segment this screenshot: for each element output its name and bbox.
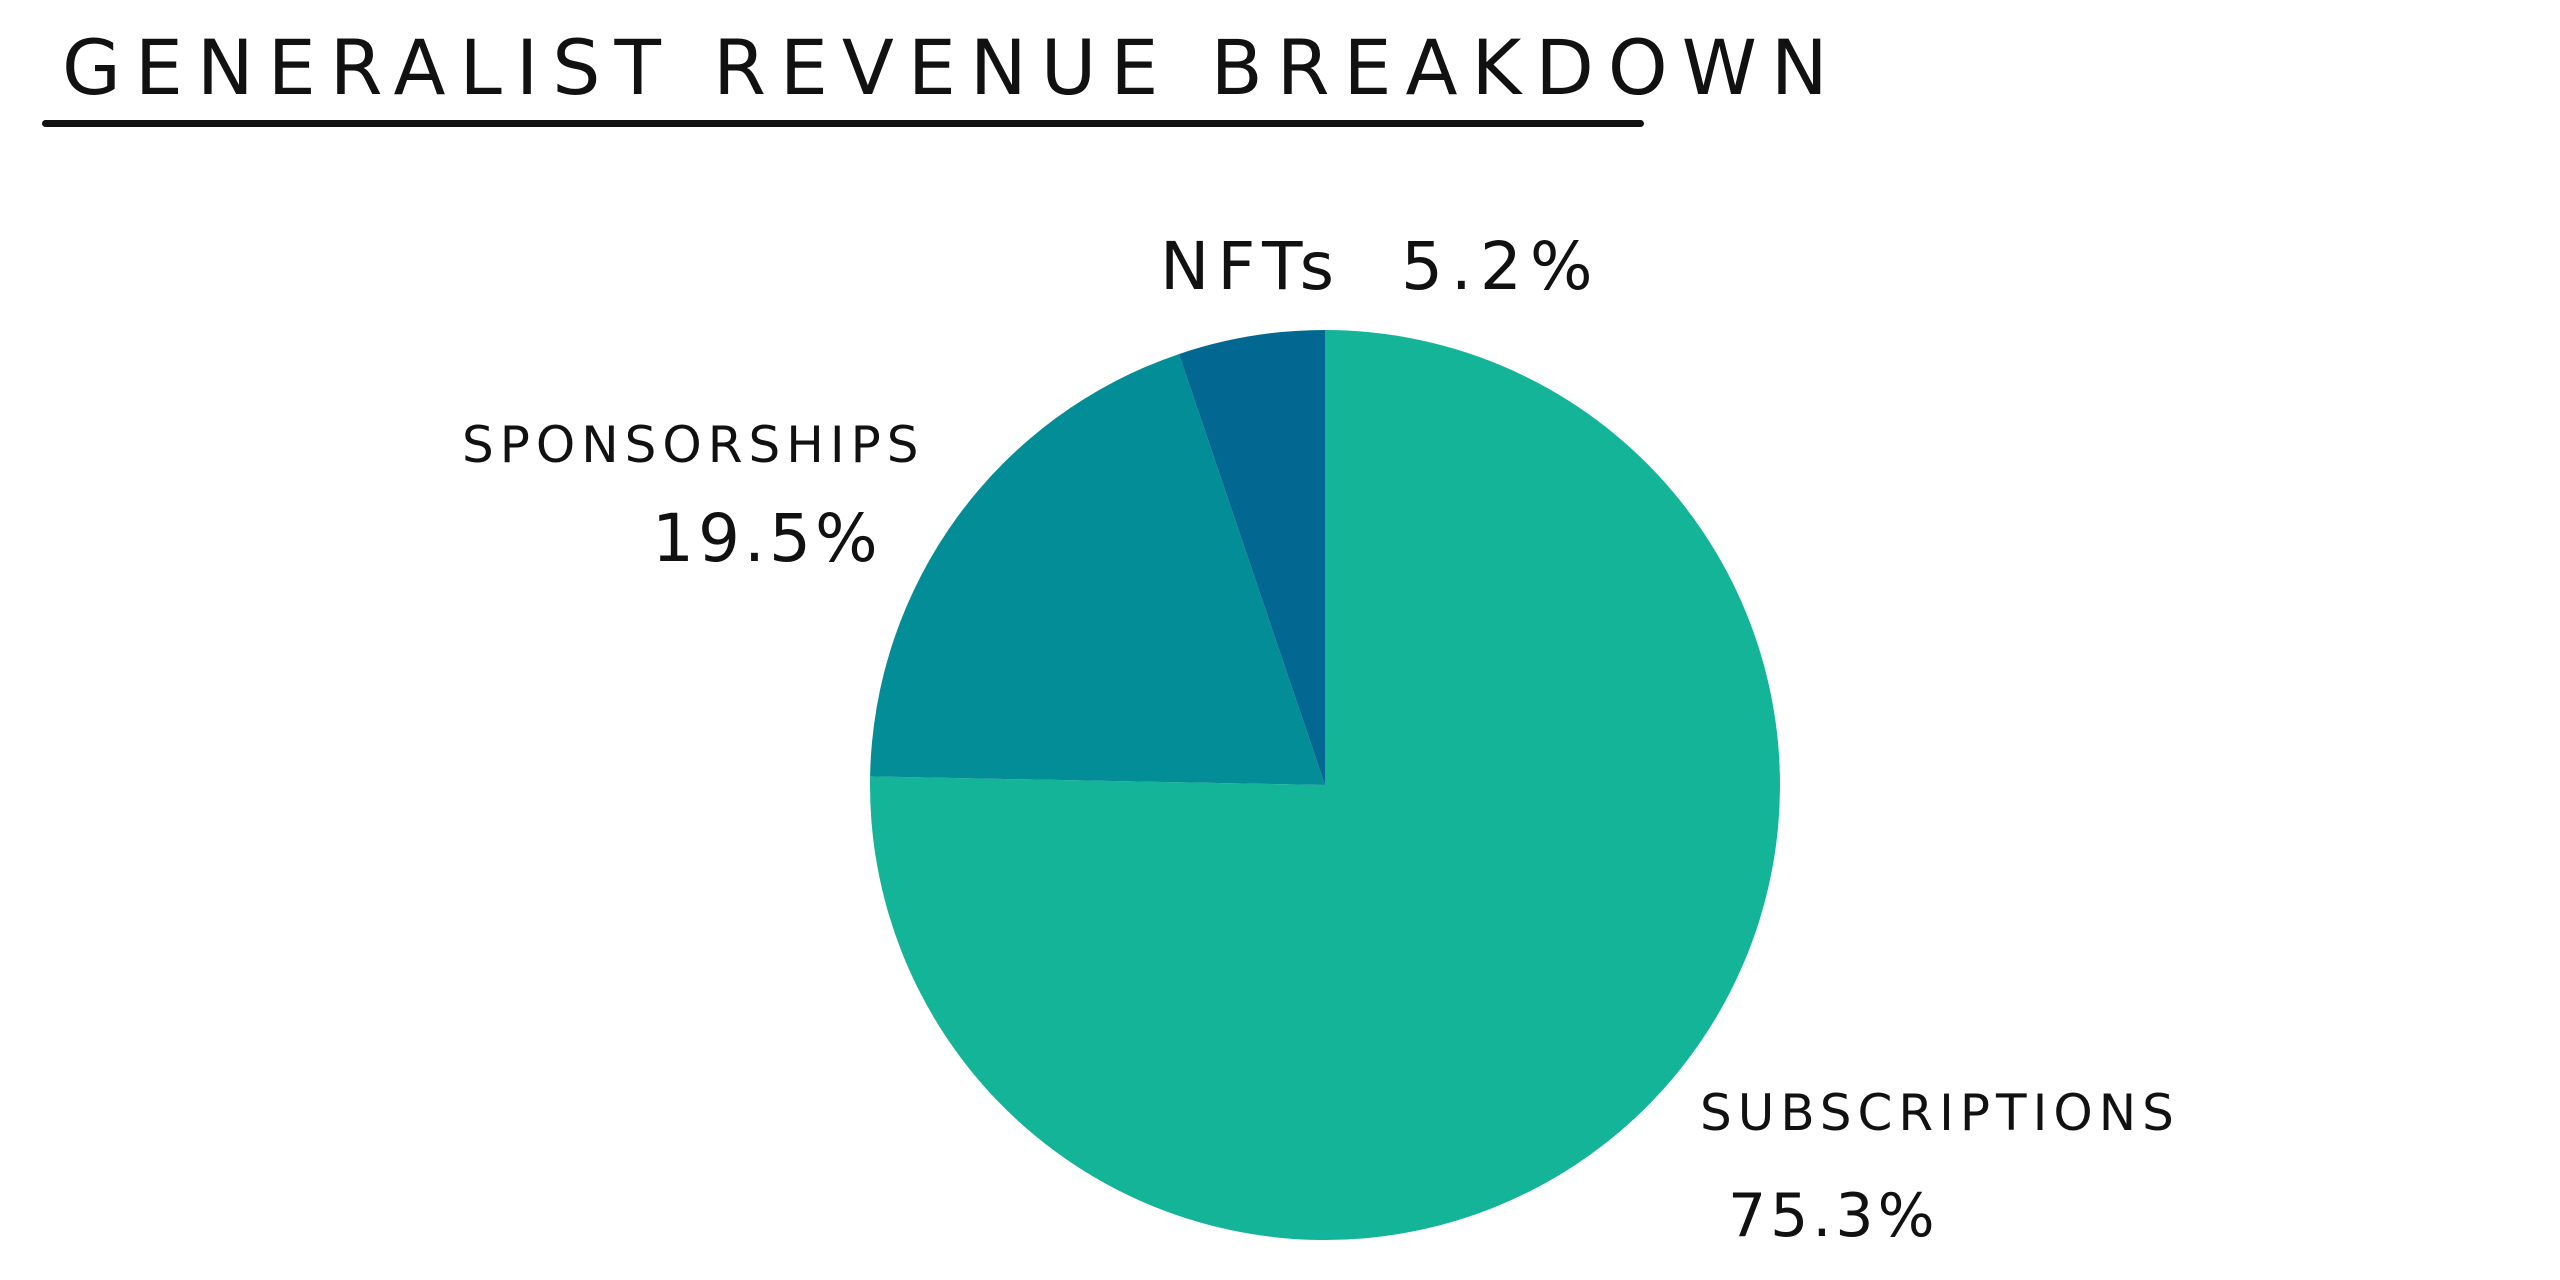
chart-title: Generalist Revenue Breakdown bbox=[62, 23, 1842, 112]
pie-slice-sponsorships bbox=[870, 354, 1325, 785]
nfts-slice-label: NFTs 5.2% bbox=[1160, 234, 1601, 300]
pie-slice-nfts bbox=[1178, 330, 1325, 785]
nfts-label-value: 5.2% bbox=[1400, 228, 1601, 305]
sponsorships-label-name: SPONSORSHIPS bbox=[462, 416, 925, 474]
subscriptions-label-value: 75.3% bbox=[1728, 1181, 1939, 1251]
subscriptions-label-name: SUBSCRIPTIONS bbox=[1700, 1084, 2180, 1142]
sponsorships-label-value: 19.5% bbox=[652, 500, 882, 577]
nfts-label-name: NFTs bbox=[1160, 228, 1342, 305]
title-underline bbox=[42, 120, 1644, 127]
